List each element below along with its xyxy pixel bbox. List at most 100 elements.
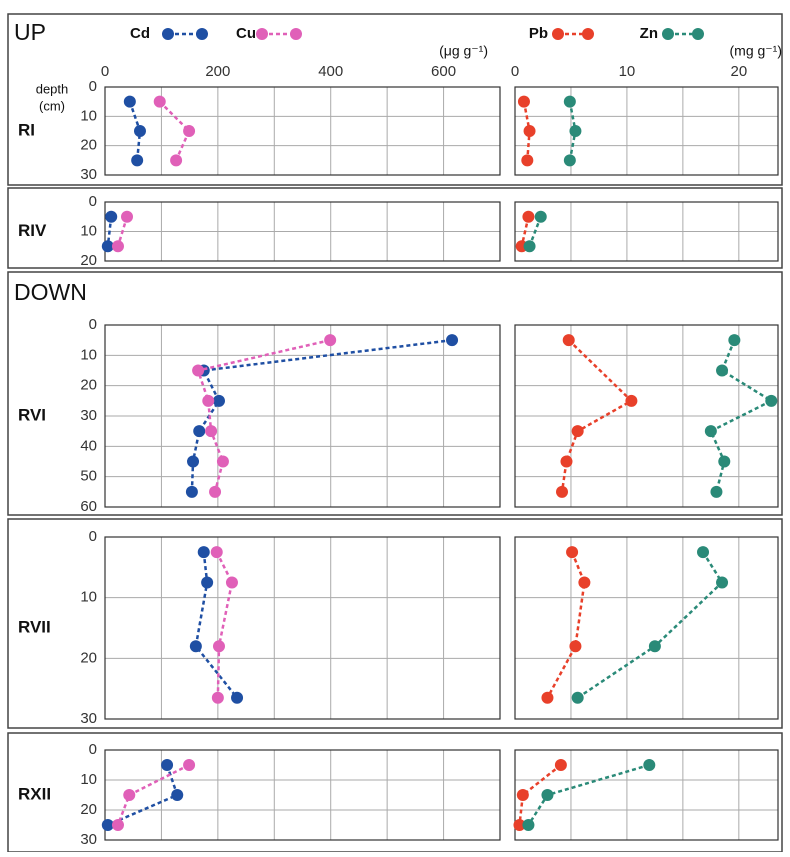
series-line (528, 216, 542, 247)
data-point (201, 576, 214, 589)
plot-frame (514, 86, 779, 176)
plot-frame (104, 324, 501, 508)
series-line (194, 552, 239, 699)
y-axis-label: depth (36, 81, 69, 96)
data-point (534, 210, 547, 223)
data-point (197, 546, 210, 559)
data-point (183, 759, 196, 771)
data-point (131, 154, 144, 167)
data-point (578, 576, 591, 589)
data-point (562, 334, 575, 347)
series-line (546, 551, 586, 699)
data-point (522, 819, 535, 831)
data-point (101, 240, 114, 253)
data-point (569, 640, 582, 653)
plot-frame (514, 324, 779, 508)
section-label: DOWN (14, 279, 87, 305)
y-tick-label: 0 (89, 741, 97, 758)
x-axis-unit: (mg g⁻¹) (730, 43, 783, 59)
data-point (718, 455, 731, 468)
legend-marker (196, 28, 208, 40)
data-point (648, 640, 661, 653)
series-line (107, 764, 179, 827)
data-point (541, 691, 554, 704)
data-point (566, 546, 579, 559)
legend-label: Pb (529, 25, 548, 42)
y-tick-label: 10 (80, 222, 97, 239)
legend-marker (552, 28, 564, 40)
data-point (569, 125, 582, 137)
data-point (111, 819, 124, 831)
data-point (212, 394, 225, 407)
data-point (189, 640, 202, 653)
y-tick-label: 0 (89, 193, 97, 210)
x-tick-label: 10 (619, 63, 636, 80)
data-point (133, 125, 146, 137)
data-point (187, 455, 200, 468)
legend-label: Cu (236, 25, 256, 42)
data-point (216, 455, 229, 468)
legend-marker (290, 28, 302, 40)
x-axis-unit: (μg g⁻¹) (439, 43, 488, 59)
x-tick-label: 400 (318, 63, 343, 80)
y-tick-label: 10 (80, 107, 97, 124)
panel-label: RI (18, 120, 35, 139)
y-tick-label: 0 (89, 528, 97, 545)
plot-frame (104, 86, 501, 176)
data-point (171, 789, 184, 801)
data-point (225, 576, 238, 589)
x-tick-label: 0 (511, 63, 519, 80)
y-tick-label: 20 (80, 377, 97, 394)
y-tick-label: 60 (80, 498, 97, 515)
y-tick-label: 10 (80, 771, 97, 788)
data-point (523, 240, 536, 253)
y-tick-label: 20 (80, 801, 97, 818)
plot-frame (104, 201, 501, 262)
y-tick-label: 0 (89, 78, 97, 95)
series-line (518, 764, 562, 826)
data-point (516, 789, 529, 801)
data-point (185, 485, 198, 498)
data-point (523, 125, 536, 137)
data-point (212, 640, 225, 653)
legend-marker (256, 28, 268, 40)
y-tick-label: 40 (80, 437, 97, 454)
data-point (710, 485, 723, 498)
y-tick-label: 30 (80, 831, 97, 848)
data-point (704, 425, 717, 438)
plot-frame (104, 536, 501, 720)
legend-marker (692, 28, 704, 40)
data-point (563, 95, 576, 108)
y-tick-label: 30 (80, 407, 97, 424)
series-line (196, 338, 331, 493)
data-point (513, 819, 526, 831)
plot-frame (514, 749, 779, 841)
data-point (446, 334, 459, 347)
y-tick-label: 30 (80, 710, 97, 727)
x-tick-label: 200 (205, 63, 230, 80)
section-frame (7, 518, 783, 729)
y-tick-label: 10 (80, 346, 97, 363)
y-tick-label: 50 (80, 468, 97, 485)
data-point (105, 210, 118, 223)
panel-label: RIV (18, 221, 47, 240)
data-point (193, 425, 206, 438)
x-tick-label: 600 (431, 63, 456, 80)
series-line (215, 551, 234, 698)
data-point (211, 691, 224, 704)
plot-frame (104, 749, 501, 841)
section-label: UP (14, 19, 46, 45)
data-point (123, 95, 136, 108)
data-point (101, 819, 114, 831)
series-line (116, 216, 129, 247)
legend-marker (582, 28, 594, 40)
data-point (560, 455, 573, 468)
data-point (170, 154, 183, 167)
data-point (517, 95, 530, 108)
data-point (205, 425, 218, 438)
legend-label: Zn (640, 25, 658, 42)
data-point (765, 394, 778, 407)
data-point (111, 240, 124, 253)
